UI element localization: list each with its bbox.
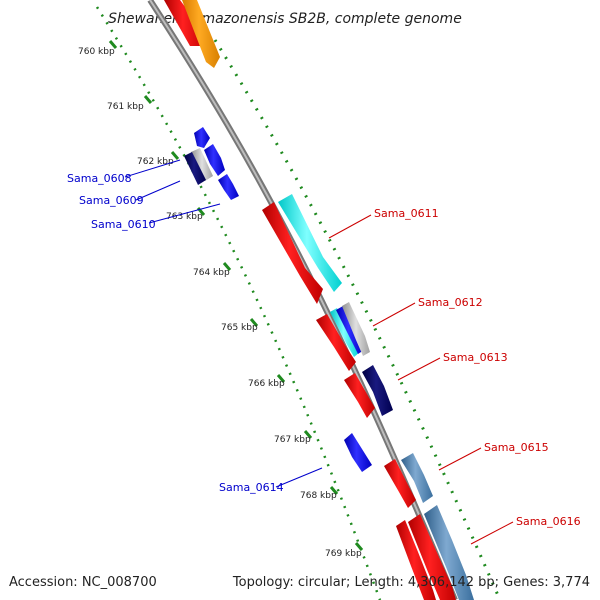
ruler-label: 763 kbp bbox=[166, 212, 203, 222]
gene-feature-steelblue[interactable] bbox=[424, 505, 474, 600]
leader-line bbox=[135, 180, 181, 201]
gene-label-reverse[interactable]: Sama_0610 bbox=[91, 218, 156, 231]
leader-line bbox=[397, 357, 441, 381]
gene-feature-cyan[interactable] bbox=[278, 194, 342, 292]
ruler-label: 766 kbp bbox=[248, 379, 285, 389]
accession-text: Accession: NC_008700 bbox=[9, 575, 157, 590]
gene-feature-red[interactable] bbox=[408, 514, 456, 600]
leader-line bbox=[328, 214, 372, 239]
ruler-label: 761 kbp bbox=[107, 102, 144, 112]
leader-line bbox=[148, 203, 221, 224]
ruler-tick bbox=[354, 542, 364, 551]
gene-arrow-grey[interactable] bbox=[191, 148, 213, 181]
gene-feature-red[interactable] bbox=[262, 202, 323, 304]
gene-label-forward[interactable]: Sama_0611 bbox=[374, 207, 439, 220]
ruler-labels: 760 kbp 761 kbp 762 kbp 763 kbp 764 kbp … bbox=[78, 47, 362, 559]
leader-line bbox=[438, 447, 482, 471]
gene-feature-red[interactable] bbox=[384, 459, 416, 508]
ruler-tick bbox=[303, 430, 313, 439]
gene-feature-grey[interactable] bbox=[342, 302, 370, 356]
gene-feature-red[interactable] bbox=[316, 314, 356, 371]
leader-line bbox=[124, 159, 181, 178]
ruler-tick bbox=[222, 262, 232, 271]
genome-backbone bbox=[147, 0, 458, 600]
label-leaders-reverse bbox=[124, 159, 323, 488]
gene-feature-steelblue[interactable] bbox=[401, 453, 433, 503]
gene-feature-red[interactable] bbox=[396, 520, 436, 600]
ruler-label: 762 kbp bbox=[137, 157, 174, 167]
ruler-tick bbox=[143, 95, 153, 104]
ruler-tick bbox=[170, 151, 180, 160]
gene-label-reverse[interactable]: Sama_0608 bbox=[67, 172, 132, 185]
ruler-label: 769 kbp bbox=[325, 549, 362, 559]
gene-label-forward[interactable]: Sama_0613 bbox=[443, 351, 508, 364]
ruler-tick bbox=[276, 374, 286, 383]
ruler-label: 768 kbp bbox=[300, 491, 337, 501]
ruler-track-right bbox=[213, 39, 502, 600]
gene-arrow-navy[interactable] bbox=[184, 152, 206, 185]
ruler-tick bbox=[329, 486, 339, 495]
ruler-major-ticks bbox=[108, 40, 364, 551]
gene-arrow-blue[interactable] bbox=[204, 144, 225, 176]
gene-arrow-blue[interactable] bbox=[344, 433, 372, 472]
gene-label-reverse[interactable]: Sama_0614 bbox=[219, 481, 284, 494]
ruler-label: 767 kbp bbox=[274, 435, 311, 445]
gene-feature-cyan[interactable] bbox=[330, 308, 360, 357]
label-leaders-forward bbox=[328, 214, 514, 545]
leader-line bbox=[275, 467, 323, 488]
gene-label-forward[interactable]: Sama_0615 bbox=[484, 441, 549, 454]
gene-label-forward[interactable]: Sama_0616 bbox=[516, 515, 581, 528]
ruler-tick bbox=[108, 40, 118, 49]
leader-line bbox=[470, 521, 514, 545]
gene-feature-orange-top[interactable] bbox=[182, 0, 220, 68]
leader-line bbox=[372, 302, 416, 327]
gene-arrow-blue[interactable] bbox=[194, 127, 210, 148]
ruler-label: 760 kbp bbox=[78, 47, 115, 57]
topology-text: Topology: circular; Length: 4,306,142 bp… bbox=[232, 575, 590, 590]
ruler-label: 764 kbp bbox=[193, 268, 230, 278]
gene-label-reverse[interactable]: Sama_0609 bbox=[79, 194, 144, 207]
gene-label-forward[interactable]: Sama_0612 bbox=[418, 296, 483, 309]
gene-feature-navy[interactable] bbox=[362, 365, 393, 416]
ruler-label: 765 kbp bbox=[221, 323, 258, 333]
ruler-tick bbox=[249, 318, 259, 327]
gene-feature-red[interactable] bbox=[344, 373, 375, 418]
ruler-track-left bbox=[95, 6, 382, 600]
genome-backbone-highlight bbox=[149, 0, 456, 600]
gene-arrow-blue[interactable] bbox=[218, 174, 239, 200]
